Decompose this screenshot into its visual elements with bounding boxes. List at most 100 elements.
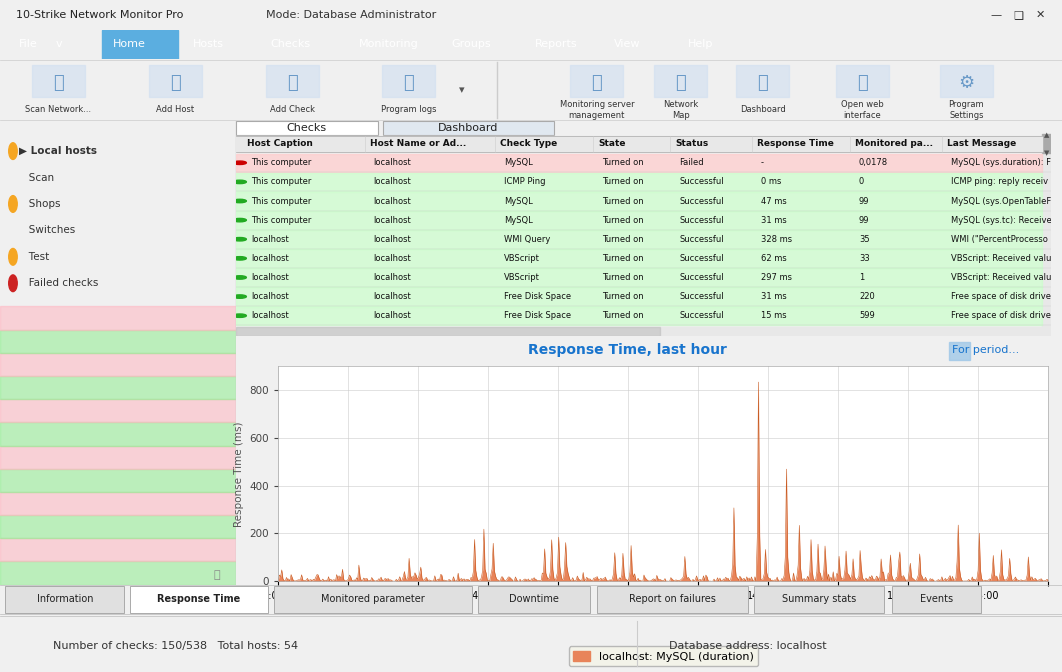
Text: Host Caption: Host Caption — [247, 140, 313, 149]
Text: localhost: localhost — [374, 292, 411, 301]
Bar — [236, 327, 1051, 336]
Bar — [1042, 134, 1051, 153]
Bar — [597, 586, 748, 614]
Text: VBScript: VBScript — [504, 254, 539, 263]
Text: Scan: Scan — [19, 173, 54, 183]
Text: Failed checks: Failed checks — [19, 278, 99, 288]
Text: localhost: localhost — [252, 292, 289, 301]
Bar — [478, 586, 590, 614]
Bar — [0, 469, 236, 492]
Text: Number of checks: 150/538   Total hosts: 54: Number of checks: 150/538 Total hosts: 5… — [53, 641, 298, 651]
Text: Turned on: Turned on — [602, 196, 644, 206]
Text: Information: Information — [36, 594, 93, 604]
Text: Successful: Successful — [680, 196, 724, 206]
Bar — [654, 65, 707, 97]
Text: localhost: localhost — [374, 196, 411, 206]
Bar — [0, 353, 236, 376]
Text: MySQL: MySQL — [504, 196, 533, 206]
Text: Successful: Successful — [680, 235, 724, 244]
Circle shape — [8, 249, 17, 265]
Bar — [236, 230, 1042, 249]
Bar — [236, 249, 1042, 268]
Text: Monitoring server
management: Monitoring server management — [560, 100, 634, 120]
Text: Checks: Checks — [287, 123, 327, 133]
Bar — [382, 121, 554, 135]
Circle shape — [234, 295, 246, 298]
Bar — [0, 423, 236, 446]
Bar — [0, 538, 236, 562]
Text: Successful: Successful — [680, 216, 724, 224]
Text: Help: Help — [688, 40, 714, 49]
Text: Events: Events — [920, 594, 954, 604]
Text: Test: Test — [19, 252, 49, 262]
Text: View: View — [614, 40, 640, 49]
Text: Last Message: Last Message — [947, 140, 1016, 149]
Text: Response Time: Response Time — [757, 140, 834, 149]
Text: localhost: localhost — [252, 235, 289, 244]
Circle shape — [8, 275, 17, 292]
Text: 33: 33 — [859, 254, 870, 263]
Text: State: State — [598, 140, 626, 149]
Text: ICMP Ping: ICMP Ping — [504, 177, 546, 186]
Bar — [236, 327, 660, 336]
Bar — [0, 492, 236, 515]
Text: Free space of disk drive: Free space of disk drive — [952, 292, 1051, 301]
Bar — [236, 136, 1042, 152]
Bar — [236, 288, 1042, 306]
Text: localhost: localhost — [252, 311, 289, 320]
Text: 📊: 📊 — [757, 74, 768, 91]
Text: Failed: Failed — [680, 159, 704, 167]
Text: 220: 220 — [859, 292, 875, 301]
Text: Report on failures: Report on failures — [629, 594, 716, 604]
Text: Groups: Groups — [451, 40, 491, 49]
Text: Reports: Reports — [535, 40, 578, 49]
Text: Turned on: Turned on — [602, 254, 644, 263]
Bar — [570, 65, 623, 97]
Bar — [102, 30, 178, 59]
Text: 62 ms: 62 ms — [761, 254, 787, 263]
Text: Free Disk Space: Free Disk Space — [504, 292, 571, 301]
Text: Monitoring: Monitoring — [359, 40, 418, 49]
Legend: localhost: MySQL (duration): localhost: MySQL (duration) — [568, 646, 758, 666]
Circle shape — [234, 314, 246, 317]
Text: Program
Settings: Program Settings — [948, 100, 984, 120]
Bar — [0, 562, 236, 585]
Text: VBScript: Received valu: VBScript: Received valu — [952, 254, 1051, 263]
Text: This computer: This computer — [252, 196, 311, 206]
Text: Summary stats: Summary stats — [782, 594, 856, 604]
Bar — [236, 121, 378, 135]
Text: MySQL: MySQL — [504, 159, 533, 167]
Text: MySQL (sys.OpenTableF: MySQL (sys.OpenTableF — [952, 196, 1051, 206]
Text: 📋: 📋 — [287, 74, 297, 91]
Circle shape — [234, 276, 246, 279]
Circle shape — [234, 200, 246, 203]
Bar — [149, 65, 202, 97]
Bar — [736, 65, 789, 97]
Text: 10-Strike Network Monitor Pro: 10-Strike Network Monitor Pro — [16, 10, 184, 19]
Text: Open web
interface: Open web interface — [841, 100, 884, 120]
Text: 47 ms: 47 ms — [761, 196, 787, 206]
Text: Program logs: Program logs — [381, 106, 436, 114]
Bar — [0, 306, 236, 330]
Text: ▾: ▾ — [459, 85, 465, 95]
Text: Turned on: Turned on — [602, 273, 644, 282]
Bar — [892, 586, 981, 614]
Text: localhost: localhost — [374, 177, 411, 186]
Text: Add Check: Add Check — [270, 106, 314, 114]
Bar — [130, 586, 268, 614]
Text: Successful: Successful — [680, 177, 724, 186]
Text: This computer: This computer — [252, 177, 311, 186]
Text: 0 ms: 0 ms — [761, 177, 782, 186]
Text: Monitored pa...: Monitored pa... — [855, 140, 932, 149]
Text: This computer: This computer — [252, 159, 311, 167]
Text: Dashboard: Dashboard — [438, 123, 498, 133]
Text: localhost: localhost — [374, 159, 411, 167]
Text: —: — — [991, 10, 1001, 19]
Text: Free Disk Space: Free Disk Space — [504, 311, 571, 320]
Bar — [0, 515, 236, 538]
Bar — [266, 65, 319, 97]
Text: 0: 0 — [859, 177, 864, 186]
Text: ▶ Local hosts: ▶ Local hosts — [19, 146, 97, 156]
Bar — [236, 173, 1042, 192]
Bar — [236, 192, 1042, 210]
